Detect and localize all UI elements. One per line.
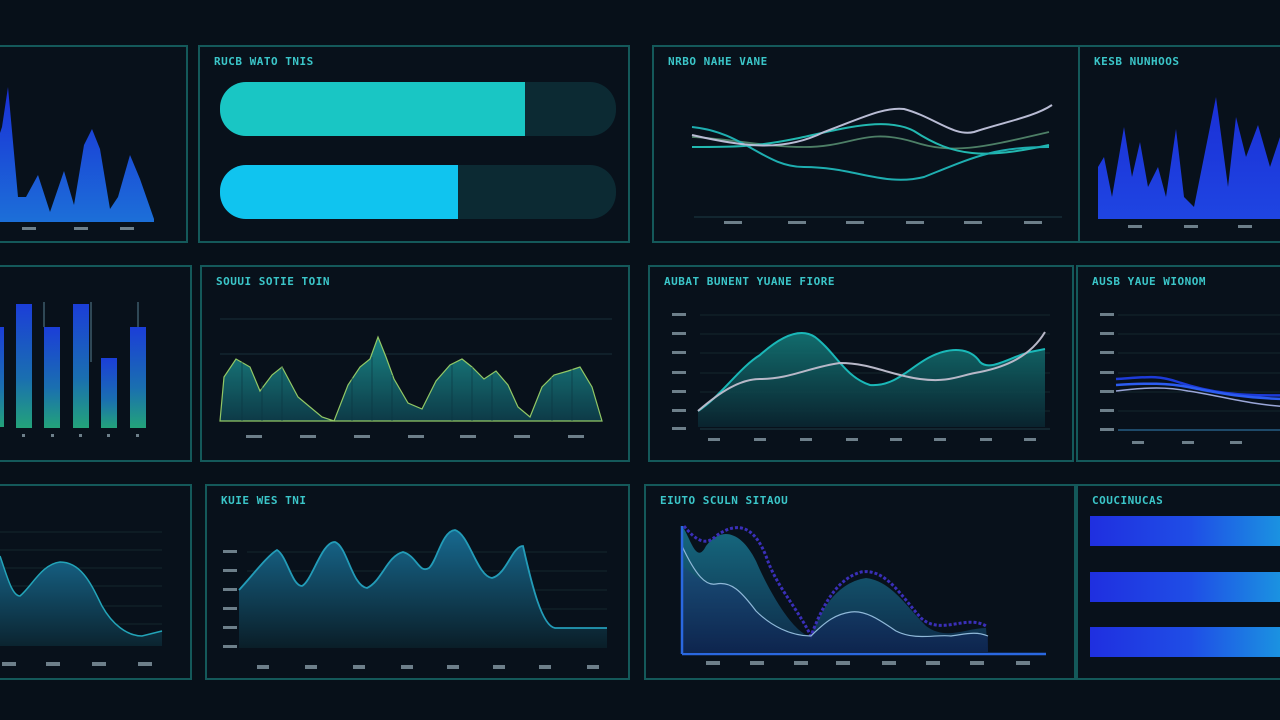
- panel-multi-line: nrbo nahe vane: [652, 45, 1080, 243]
- series-blue-b: [1115, 382, 1280, 401]
- area-chart: [0, 531, 163, 666]
- horizontal-bar-chart: [1090, 516, 1280, 657]
- bar-fill-1: [220, 82, 525, 136]
- series-silver: [697, 331, 1046, 412]
- bar-1: [1090, 516, 1280, 546]
- panel-title: rucb wato tnis: [214, 55, 314, 68]
- area-chart: [680, 525, 1046, 665]
- area-chart: [0, 87, 154, 230]
- panel-area-blue-right: kesb nunhoos: [1078, 45, 1280, 243]
- bar-3: [1090, 627, 1280, 657]
- area-chart: [223, 529, 607, 669]
- series-teal-a: [691, 126, 1050, 181]
- series-silver: [691, 104, 1053, 147]
- vertical-bar-chart: [0, 302, 146, 437]
- panel-progress-bars: rucb wato tnis: [198, 45, 630, 243]
- series-blue-a: [1115, 375, 1280, 397]
- area-chart: [219, 318, 612, 438]
- panel-title: kuie wes tni: [221, 494, 307, 507]
- series-inner: [681, 545, 989, 638]
- panel-title: souui sotie toin: [216, 275, 330, 288]
- series-teal-b: [691, 123, 1050, 155]
- panel-area-wave-center: kuie wes tni: [205, 484, 630, 680]
- area-chart: [1098, 97, 1280, 228]
- line-chart: [1100, 313, 1280, 444]
- panel-title: aubat bunent yuane fiore: [664, 275, 835, 288]
- panel-title: nrbo nahe vane: [668, 55, 768, 68]
- panel-dual-area: aubat bunent yuane fiore: [648, 265, 1074, 462]
- panel-blue-lines: ausb yaue wionom: [1076, 265, 1280, 462]
- bar-fill-2: [220, 165, 458, 219]
- series-outer: [682, 525, 987, 640]
- panel-title: ausb yaue wionom: [1092, 275, 1206, 288]
- panel-area-teal-spiky: souui sotie toin: [200, 265, 630, 462]
- panel-area-blue-left: [0, 45, 188, 243]
- panel-layered-area: eiuto sculn sitaou: [644, 484, 1076, 680]
- panel-gradient-bars: coucinucas: [1076, 484, 1280, 680]
- bar-2: [1090, 572, 1280, 602]
- horizontal-bar-chart: [220, 82, 616, 219]
- panel-title: kesb nunhoos: [1094, 55, 1180, 68]
- panel-title: eiuto sculn sitaou: [660, 494, 789, 507]
- panel-bars-gradient: [0, 265, 192, 462]
- line-chart: [691, 104, 1062, 224]
- series-teal: [697, 332, 1046, 412]
- series-olive: [691, 131, 1050, 150]
- area-chart: [672, 313, 1050, 441]
- panel-title: coucinucas: [1092, 494, 1164, 507]
- panel-area-wave-left: [0, 484, 192, 680]
- series-silver: [1115, 387, 1280, 407]
